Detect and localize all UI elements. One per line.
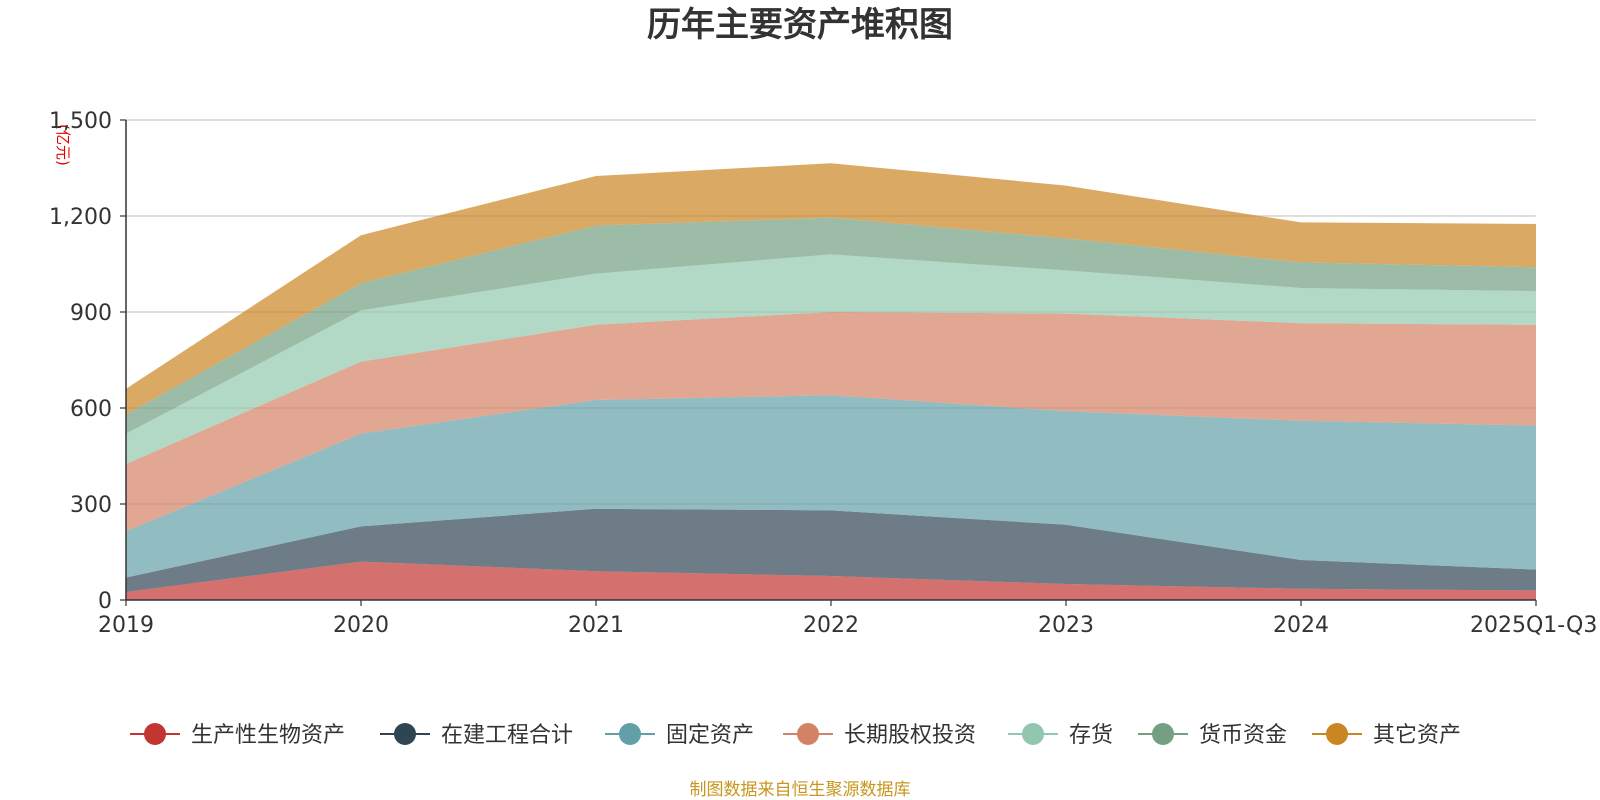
legend-label: 生产性生物资产 bbox=[191, 723, 345, 748]
x-tick-label: 2020 bbox=[333, 613, 389, 638]
source-note: 制图数据来自恒生聚源数据库 bbox=[690, 780, 911, 800]
y-tick-label: 300 bbox=[70, 493, 112, 518]
area-series-2[interactable] bbox=[126, 508, 1536, 592]
area-series-3[interactable] bbox=[126, 395, 1536, 578]
area-series-7[interactable] bbox=[126, 163, 1536, 415]
y-tick-label: 900 bbox=[70, 301, 112, 326]
legend-marker-icon bbox=[1326, 723, 1348, 745]
legend: 生产性生物资产 在建工程合计 固定资产 长期股权投资 存货 货币资金 其它资产 bbox=[130, 723, 1461, 748]
x-tick-label: 2023 bbox=[1038, 613, 1094, 638]
x-tick-label: 2025Q1-Q3 bbox=[1470, 613, 1597, 638]
legend-marker-icon bbox=[144, 723, 166, 745]
x-tick-label: 2024 bbox=[1273, 613, 1329, 638]
chart-title: 历年主要资产堆积图 bbox=[647, 5, 953, 45]
legend-item-7[interactable]: 其它资产 bbox=[1312, 723, 1461, 748]
legend-label: 在建工程合计 bbox=[441, 723, 573, 748]
legend-marker-icon bbox=[797, 723, 819, 745]
y-tick-label: 0 bbox=[98, 589, 112, 614]
x-tick-label: 2021 bbox=[568, 613, 624, 638]
area-series-4[interactable] bbox=[126, 312, 1536, 532]
legend-label: 长期股权投资 bbox=[844, 723, 976, 748]
y-tick-label: 1,500 bbox=[49, 109, 112, 134]
y-tick-label: 1,200 bbox=[49, 205, 112, 230]
legend-marker-icon bbox=[394, 723, 416, 745]
area-series-5[interactable] bbox=[126, 254, 1536, 464]
legend-label: 存货 bbox=[1069, 723, 1113, 748]
legend-label: 其它资产 bbox=[1373, 723, 1461, 748]
legend-item-3[interactable]: 固定资产 bbox=[605, 723, 754, 748]
area-series-6[interactable] bbox=[126, 217, 1536, 434]
legend-item-1[interactable]: 生产性生物资产 bbox=[130, 723, 345, 748]
legend-label: 固定资产 bbox=[666, 723, 754, 748]
legend-item-2[interactable]: 在建工程合计 bbox=[380, 723, 573, 748]
area-series bbox=[126, 163, 1536, 600]
legend-marker-icon bbox=[619, 723, 641, 745]
legend-label: 货币资金 bbox=[1199, 723, 1287, 748]
x-tick-label: 2022 bbox=[803, 613, 859, 638]
x-tick-label: 2019 bbox=[98, 613, 154, 638]
y-axis-unit: (亿元) bbox=[54, 124, 72, 166]
legend-item-6[interactable]: 货币资金 bbox=[1138, 723, 1287, 748]
legend-marker-icon bbox=[1022, 723, 1044, 745]
axes: 0 300 600 900 1,200 1,500 2019 2020 2021 2022 2023… bbox=[49, 109, 1597, 638]
legend-item-5[interactable]: 存货 bbox=[1008, 723, 1113, 748]
legend-item-4[interactable]: 长期股权投资 bbox=[783, 723, 976, 748]
area-series-1[interactable] bbox=[126, 561, 1536, 600]
y-tick-label: 600 bbox=[70, 397, 112, 422]
legend-marker-icon bbox=[1152, 723, 1174, 745]
